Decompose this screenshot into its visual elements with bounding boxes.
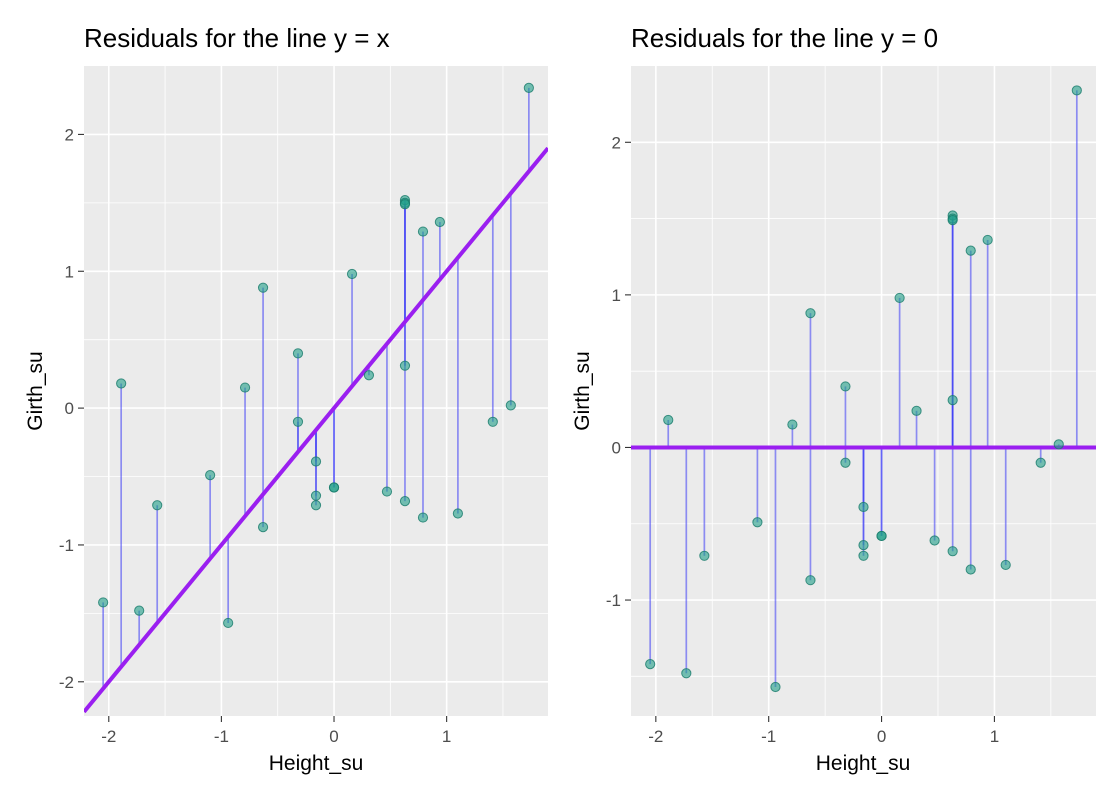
x-axis-ticks: -2 -1 0 1 [648,716,999,746]
data-point [223,617,234,629]
y-tick-label: 2 [612,133,621,152]
y-tick-label: 0 [65,399,74,418]
data-point [982,234,993,246]
data-point [399,199,411,210]
chart-title: Residuals for the line y = 0 [631,23,938,53]
data-point [770,681,781,693]
data-point [292,348,304,359]
data-point [858,540,869,551]
data-point [399,360,411,371]
data-point [292,416,304,427]
chart-panel-y-equals-x: Residuals for the line y = x -2 -1 0 1 -2 -1… [24,23,548,775]
x-axis-ticks: -2 -1 0 1 [101,716,451,746]
data-point [452,508,464,519]
x-tick-label: -2 [101,727,116,746]
chart-panel-y-equals-0: Residuals for the line y = 0 -2 -1 0 1 -1 0 1… [571,23,1096,775]
y-tick-label: -1 [59,536,74,555]
residual-segments [649,90,1078,688]
data-point [1071,85,1082,96]
x-tick-label: -1 [214,727,229,746]
data-point [487,416,498,427]
data-point [787,419,798,430]
residual-segments [102,87,530,689]
x-tick-label: 1 [990,727,999,746]
data-point [947,546,958,557]
x-tick-label: -2 [648,727,663,746]
data-point [876,530,887,542]
data-points [645,85,1082,693]
data-point [1035,457,1046,468]
x-axis-title: Height_su [816,752,911,775]
x-tick-label: 1 [442,727,451,746]
data-point [858,550,869,561]
y-axis-title: Girth_su [24,351,47,430]
data-point [1053,439,1064,450]
x-tick-label: 0 [877,727,886,746]
data-point [947,215,958,226]
data-point [134,605,145,616]
data-point [645,659,656,670]
y-tick-label: -2 [59,673,74,692]
data-point [152,500,163,511]
reference-line-y-equals-x [84,146,548,714]
data-point [310,490,322,501]
data-point [663,414,674,426]
x-tick-label: 0 [329,727,338,746]
data-point [523,82,534,93]
x-tick-label: -1 [761,727,776,746]
data-point [434,216,445,228]
data-point [840,381,851,392]
data-point [381,486,393,497]
data-point [805,308,816,319]
plot-background [631,66,1096,716]
chart-title: Residuals for the line y = x [84,23,390,53]
data-point [205,470,216,481]
data-point [399,496,411,507]
data-point [840,457,851,468]
y-tick-label: 2 [65,125,74,144]
data-point [257,522,269,533]
data-point [505,400,516,411]
data-point [98,597,109,608]
y-tick-label: 1 [612,286,621,305]
data-point [116,378,127,389]
y-axis-ticks: -1 0 1 2 [606,133,631,610]
data-point [328,482,340,493]
y-axis-title: Girth_su [571,351,594,430]
data-point [858,501,869,513]
y-tick-label: 1 [65,262,74,281]
data-point [257,282,269,293]
plot-background [84,66,548,716]
y-tick-label: 0 [612,438,621,457]
data-point [805,575,816,586]
data-point [346,268,358,280]
y-tick-label: -1 [606,591,621,610]
reference-line [84,146,548,714]
data-point [929,535,940,546]
data-point [894,292,905,304]
data-point [363,370,375,381]
data-point [310,456,322,467]
data-points [98,82,534,629]
data-point [239,382,251,393]
data-point [965,564,976,575]
gridlines [84,66,548,716]
data-point [417,226,429,237]
data-point [681,668,692,679]
data-point [965,245,976,256]
data-point [911,405,922,416]
data-point [699,550,710,561]
data-point [417,512,429,523]
data-point [310,500,322,511]
x-axis-title: Height_su [269,752,364,775]
data-point [1000,559,1011,571]
data-point [947,395,958,406]
y-axis-ticks: -2 -1 0 1 2 [59,125,84,692]
data-point [752,517,763,528]
